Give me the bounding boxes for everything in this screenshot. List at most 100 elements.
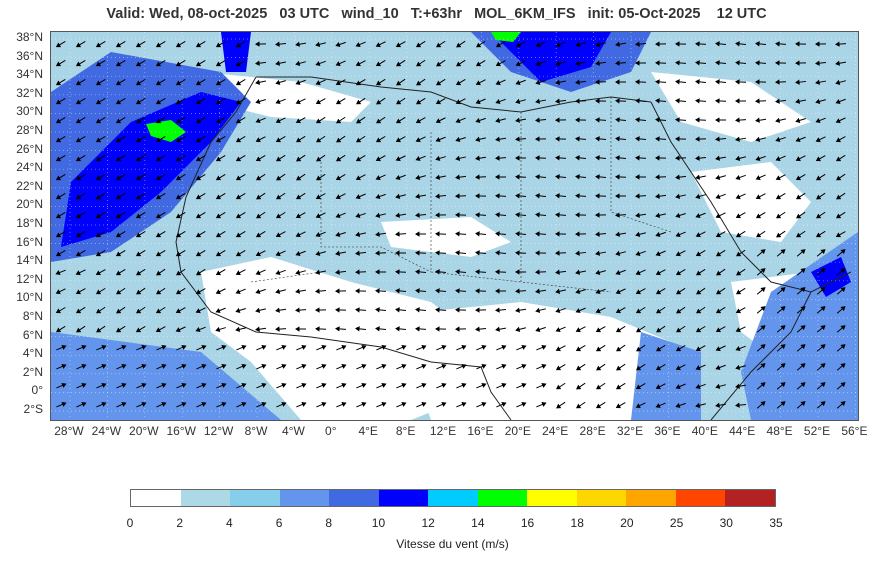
wind-arrow xyxy=(135,135,146,143)
wind-arrow xyxy=(555,41,566,48)
wind-arrow xyxy=(55,97,66,105)
lat-label: 38°N xyxy=(16,30,43,44)
wind-arrow xyxy=(135,173,146,181)
wind-arrow xyxy=(215,116,226,124)
wind-arrow xyxy=(756,325,766,333)
wind-arrow xyxy=(156,268,166,276)
wind-arrow xyxy=(476,40,486,48)
wind-arrow xyxy=(76,325,86,333)
colorbar-swatch xyxy=(675,490,726,506)
wind-arrow xyxy=(796,249,806,257)
wind-arrow xyxy=(795,117,806,124)
wind-arrow xyxy=(335,79,346,86)
wind-arrow xyxy=(735,193,746,200)
wind-arrow xyxy=(475,326,487,332)
wind-arrow xyxy=(275,307,287,313)
wind-arrow xyxy=(295,307,307,313)
lat-label: 32°N xyxy=(16,85,43,100)
wind-arrow xyxy=(355,231,366,237)
wind-arrow xyxy=(476,382,487,389)
wind-arrow xyxy=(555,307,566,314)
wind-arrow xyxy=(755,60,767,66)
wind-band-red-sea xyxy=(631,332,701,420)
wind-arrow xyxy=(555,174,567,180)
wind-arrow xyxy=(595,307,606,314)
wind-arrow xyxy=(116,344,127,351)
colorbar-tick: 0 xyxy=(126,516,134,530)
wind-arrow xyxy=(176,268,186,276)
wind-arrow xyxy=(495,117,506,123)
lat-label: 34°N xyxy=(16,67,43,82)
wind-arrow xyxy=(295,250,306,257)
wind-arrow xyxy=(495,98,506,105)
wind-arrow xyxy=(75,97,86,105)
wind-arrow xyxy=(455,212,467,218)
wind-arrow xyxy=(815,155,826,162)
wind-arrow xyxy=(115,211,126,219)
wind-arrow xyxy=(695,364,706,371)
wind-arrow xyxy=(155,230,166,238)
colorbar-tick: 12 xyxy=(421,516,435,530)
wind-arrow xyxy=(75,211,86,219)
colorbar-swatch xyxy=(626,490,676,506)
wind-arrow xyxy=(195,211,206,219)
wind-arrow xyxy=(775,79,787,85)
wind-arrow xyxy=(775,98,787,104)
wind-arrow xyxy=(376,97,386,105)
wind-arrow xyxy=(115,325,126,333)
wind-arrow xyxy=(455,231,467,237)
wind-arrow xyxy=(615,307,626,314)
wind-arrow xyxy=(436,344,447,351)
wind-arrow xyxy=(415,97,426,105)
wind-arrow xyxy=(135,325,146,333)
wind-arrow xyxy=(715,364,726,371)
wind-arrow xyxy=(776,363,786,371)
wind-arrow xyxy=(715,345,726,352)
wind-arrow xyxy=(95,249,106,257)
wind-arrow xyxy=(595,117,607,123)
wind-arrow xyxy=(75,249,86,257)
lat-label: 28°N xyxy=(16,123,43,137)
wind-arrow xyxy=(315,231,326,238)
wind-arrow xyxy=(535,193,547,199)
wind-arrow xyxy=(555,98,567,104)
wind-arrow xyxy=(615,382,626,390)
wind-arrow xyxy=(456,40,466,48)
wind-arrow xyxy=(316,135,326,143)
wind-arrow xyxy=(275,326,287,332)
colorbar-tick: 2 xyxy=(176,516,184,530)
wind-arrow xyxy=(235,307,246,314)
wind-arrow xyxy=(216,401,227,408)
wind-arrow xyxy=(255,269,266,276)
wind-arrow xyxy=(415,307,427,313)
wind-arrow xyxy=(375,60,386,67)
wind-arrow xyxy=(135,97,146,105)
wind-arrow xyxy=(415,117,426,124)
wind-vectors xyxy=(55,40,847,409)
wind-arrow xyxy=(275,41,287,47)
wind-arrow xyxy=(695,193,706,200)
wind-arrow xyxy=(836,363,846,371)
wind-arrow xyxy=(655,383,666,390)
wind-arrow xyxy=(815,136,826,143)
wind-arrow xyxy=(235,249,246,257)
wind-arrow xyxy=(275,117,286,124)
wind-arrow xyxy=(256,401,267,408)
wind-arrow xyxy=(435,250,447,256)
wind-arrow xyxy=(195,116,206,124)
wind-arrow xyxy=(96,382,107,389)
wind-arrow xyxy=(676,306,686,314)
wind-arrow xyxy=(815,230,826,238)
wind-arrow xyxy=(635,60,647,66)
wind-arrow xyxy=(475,59,486,67)
wind-arrow xyxy=(656,325,666,333)
wind-arrow xyxy=(796,401,806,409)
wind-arrow xyxy=(516,382,527,389)
wind-arrow xyxy=(575,363,586,371)
wind-arrow xyxy=(376,116,386,124)
wind-arrow xyxy=(375,288,387,294)
wind-arrow xyxy=(716,268,726,276)
wind-arrow xyxy=(756,268,766,276)
wind-arrow xyxy=(335,212,346,219)
wind-arrow xyxy=(76,401,87,408)
